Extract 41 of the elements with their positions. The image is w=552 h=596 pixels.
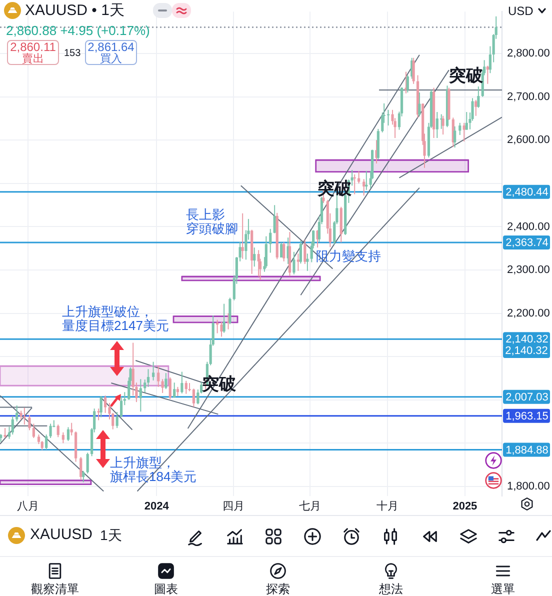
annotation: 上升旗型破位， xyxy=(62,304,153,319)
annotation: 長上影 xyxy=(186,207,225,222)
annotation: 2,861.64 xyxy=(88,40,134,54)
annotation: 2,860.11 xyxy=(10,40,56,54)
text: 2,860.88 +4.95 (+0.17%) xyxy=(6,23,150,38)
y-tick-label: 2,300.00 xyxy=(507,264,550,276)
text: 選單 xyxy=(491,582,515,596)
text: 2,140.32 xyxy=(505,345,548,357)
x-tick-label: 八月 xyxy=(16,500,39,513)
y-tick-label: 2,800.00 xyxy=(507,48,550,60)
x-tick-label: 十月 xyxy=(376,500,398,513)
y-tick-label: 2,700.00 xyxy=(507,90,550,103)
text: XAUUSD xyxy=(30,526,93,543)
x-tick-label: 2025 xyxy=(452,500,478,513)
x-tick-label: 四月 xyxy=(222,500,244,513)
text: 圖表 xyxy=(154,582,178,596)
ref-line-label: 2,363.74 xyxy=(506,236,548,249)
ref-line-label: 2,480.44 xyxy=(506,186,548,198)
chart-title: XAUUSD • 1天 xyxy=(25,2,124,19)
annotation: 量度目標2147美元 xyxy=(62,318,169,333)
y-tick-label: 2,600.00 xyxy=(507,134,550,146)
annotation: 153 xyxy=(64,48,81,59)
annotation: 賣出 xyxy=(22,53,44,65)
annotation: 穿頭破腳 xyxy=(186,221,238,236)
y-tick-label: 1,800.00 xyxy=(507,480,550,493)
y-axis-title: USD xyxy=(508,4,534,18)
x-tick-label: 2024 xyxy=(144,500,170,513)
ref-line-label: 1,884.88 xyxy=(506,444,548,456)
text: 探索 xyxy=(266,582,290,596)
text: 想法 xyxy=(379,582,403,596)
annotation: 買入 xyxy=(100,53,122,65)
ref-line-label: 1,963.15 xyxy=(506,410,548,422)
annotation: 上升旗型， xyxy=(110,455,175,470)
x-tick-label: 七月 xyxy=(298,500,321,513)
ref-line-label: 2,007.03 xyxy=(506,391,548,404)
ref-line-label: 2,140.32 xyxy=(506,334,548,346)
text: 觀察清單 xyxy=(31,582,79,596)
text: 1天 xyxy=(100,527,122,543)
y-tick-label: 2,200.00 xyxy=(507,307,550,320)
y-tick-label: 2,400.00 xyxy=(507,220,550,233)
annotation: 旗桿長184美元 xyxy=(110,469,197,484)
